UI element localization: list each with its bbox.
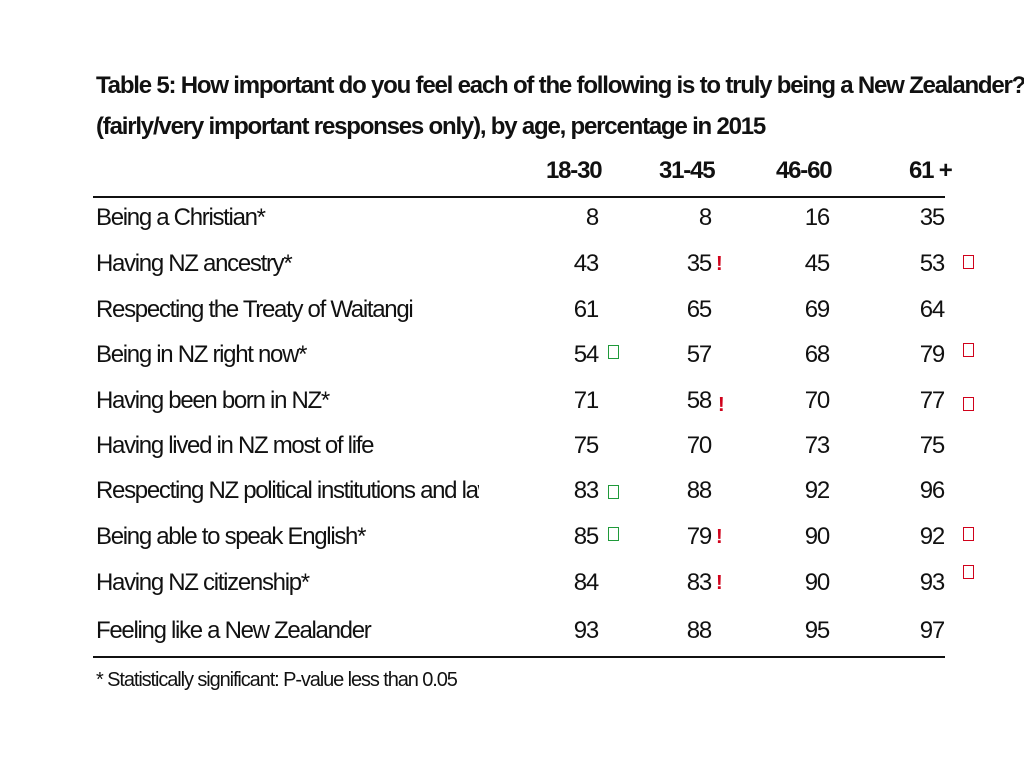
- column-header-46-60: 46-60: [776, 157, 833, 184]
- cell-18-30: 71: [573, 387, 599, 414]
- cell-18-30: 83: [573, 477, 599, 504]
- cell-61-plus: 77: [919, 387, 945, 414]
- cell-31-45: 57: [686, 341, 712, 368]
- cell-46-60: 95: [804, 617, 830, 644]
- cell-46-60: 90: [804, 569, 830, 596]
- cell-18-30: 93: [573, 617, 599, 644]
- cell-46-60: 73: [804, 432, 830, 459]
- cell-31-45: 58: [686, 387, 712, 414]
- row-label: Being in NZ right now*: [96, 341, 307, 368]
- green-box-icon: [608, 345, 619, 359]
- column-header-18-30: 18-30: [546, 157, 603, 184]
- significance-exclamation-icon: !: [718, 394, 725, 416]
- cell-18-30: 75: [573, 432, 599, 459]
- cell-18-30: 61: [573, 296, 599, 323]
- row-label: Having NZ citizenship*: [96, 569, 310, 596]
- cell-61-plus: 97: [919, 617, 945, 644]
- cell-31-45: 35: [686, 250, 712, 277]
- table-title-line-1: Table 5: How important do you feel each …: [96, 72, 1024, 99]
- cell-18-30: 54: [573, 341, 599, 368]
- significance-exclamation-icon: !: [716, 253, 723, 275]
- green-box-icon: [608, 527, 619, 541]
- significance-exclamation-icon: !: [716, 572, 723, 594]
- cell-18-30: 8: [585, 204, 599, 231]
- cell-46-60: 90: [804, 523, 830, 550]
- red-box-icon: [963, 255, 974, 269]
- row-label: Having NZ ancestry*: [96, 250, 293, 277]
- cell-61-plus: 53: [919, 250, 945, 277]
- cell-61-plus: 64: [919, 296, 945, 323]
- cell-46-60: 45: [804, 250, 830, 277]
- red-box-icon: [963, 565, 974, 579]
- cell-18-30: 84: [573, 569, 599, 596]
- cell-61-plus: 92: [919, 523, 945, 550]
- table-title-line-2: (fairly/very important responses only), …: [96, 113, 766, 140]
- footer-rule: [93, 656, 945, 658]
- cell-61-plus: 35: [919, 204, 945, 231]
- row-label: Respecting the Treaty of Waitangi: [96, 296, 414, 323]
- cell-46-60: 16: [804, 204, 830, 231]
- cell-18-30: 85: [573, 523, 599, 550]
- cell-18-30: 43: [573, 250, 599, 277]
- row-label: Being able to speak English*: [96, 523, 366, 550]
- cell-61-plus: 75: [919, 432, 945, 459]
- cell-46-60: 70: [804, 387, 830, 414]
- row-label: Respecting NZ political institutions and…: [96, 477, 479, 504]
- row-label: Being a Christian*: [96, 204, 266, 231]
- cell-46-60: 92: [804, 477, 830, 504]
- cell-31-45: 79: [686, 523, 712, 550]
- red-box-icon: [963, 397, 974, 411]
- row-label: Feeling like a New Zealander: [96, 617, 372, 644]
- cell-31-45: 88: [686, 477, 712, 504]
- cell-31-45: 83: [686, 569, 712, 596]
- footnote: * Statistically significant: P-value les…: [96, 669, 458, 691]
- cell-31-45: 65: [686, 296, 712, 323]
- cell-31-45: 70: [686, 432, 712, 459]
- row-label: Having been born in NZ*: [96, 387, 330, 414]
- row-label: Having lived in NZ most of life: [96, 432, 374, 459]
- header-rule: [93, 196, 945, 198]
- red-box-icon: [963, 343, 974, 357]
- green-box-icon: [608, 485, 619, 499]
- red-box-icon: [963, 527, 974, 541]
- cell-61-plus: 96: [919, 477, 945, 504]
- cell-61-plus: 93: [919, 569, 945, 596]
- cell-61-plus: 79: [919, 341, 945, 368]
- cell-46-60: 68: [804, 341, 830, 368]
- column-header-61-plus: 61 +: [909, 157, 953, 184]
- cell-46-60: 69: [804, 296, 830, 323]
- column-header-31-45: 31-45: [659, 157, 716, 184]
- cell-31-45: 88: [686, 617, 712, 644]
- cell-31-45: 8: [698, 204, 712, 231]
- significance-exclamation-icon: !: [716, 526, 723, 548]
